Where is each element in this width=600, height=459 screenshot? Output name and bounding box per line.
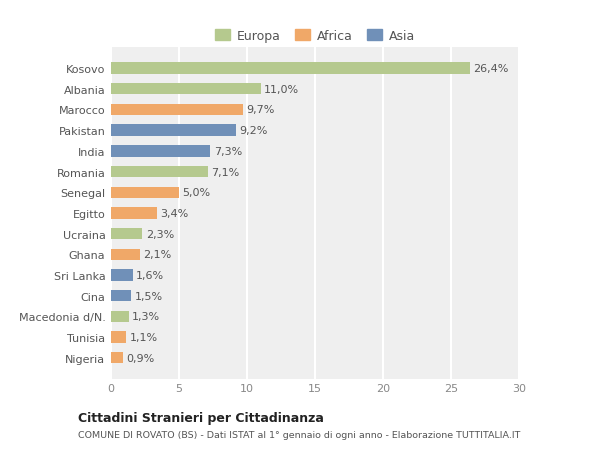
Text: 7,3%: 7,3%: [214, 146, 242, 157]
Bar: [111, 187, 179, 198]
Bar: [111, 146, 210, 157]
Bar: [111, 249, 140, 260]
Bar: [111, 353, 123, 364]
Text: 2,3%: 2,3%: [146, 229, 174, 239]
Bar: [111, 311, 128, 322]
Text: 1,1%: 1,1%: [130, 332, 157, 342]
Text: 0,9%: 0,9%: [127, 353, 155, 363]
Bar: [111, 167, 208, 178]
Text: 9,2%: 9,2%: [239, 126, 268, 136]
Text: 9,7%: 9,7%: [247, 105, 275, 115]
Text: 5,0%: 5,0%: [182, 188, 211, 198]
Text: Cittadini Stranieri per Cittadinanza: Cittadini Stranieri per Cittadinanza: [78, 411, 324, 424]
Text: 2,1%: 2,1%: [143, 250, 171, 260]
Text: 7,1%: 7,1%: [211, 167, 239, 177]
Bar: [111, 291, 131, 302]
Text: 11,0%: 11,0%: [264, 84, 299, 95]
Text: 26,4%: 26,4%: [473, 64, 509, 74]
Bar: [111, 105, 243, 116]
Bar: [111, 208, 157, 219]
Bar: [111, 84, 260, 95]
Bar: [111, 229, 142, 240]
Text: 1,3%: 1,3%: [132, 312, 160, 322]
Legend: Europa, Africa, Asia: Europa, Africa, Asia: [210, 25, 420, 48]
Text: 3,4%: 3,4%: [161, 208, 189, 218]
Text: 1,6%: 1,6%: [136, 270, 164, 280]
Text: COMUNE DI ROVATO (BS) - Dati ISTAT al 1° gennaio di ogni anno - Elaborazione TUT: COMUNE DI ROVATO (BS) - Dati ISTAT al 1°…: [78, 431, 520, 440]
Bar: [111, 332, 126, 343]
Bar: [111, 63, 470, 74]
Bar: [111, 270, 133, 281]
Bar: [111, 125, 236, 136]
Text: 1,5%: 1,5%: [135, 291, 163, 301]
